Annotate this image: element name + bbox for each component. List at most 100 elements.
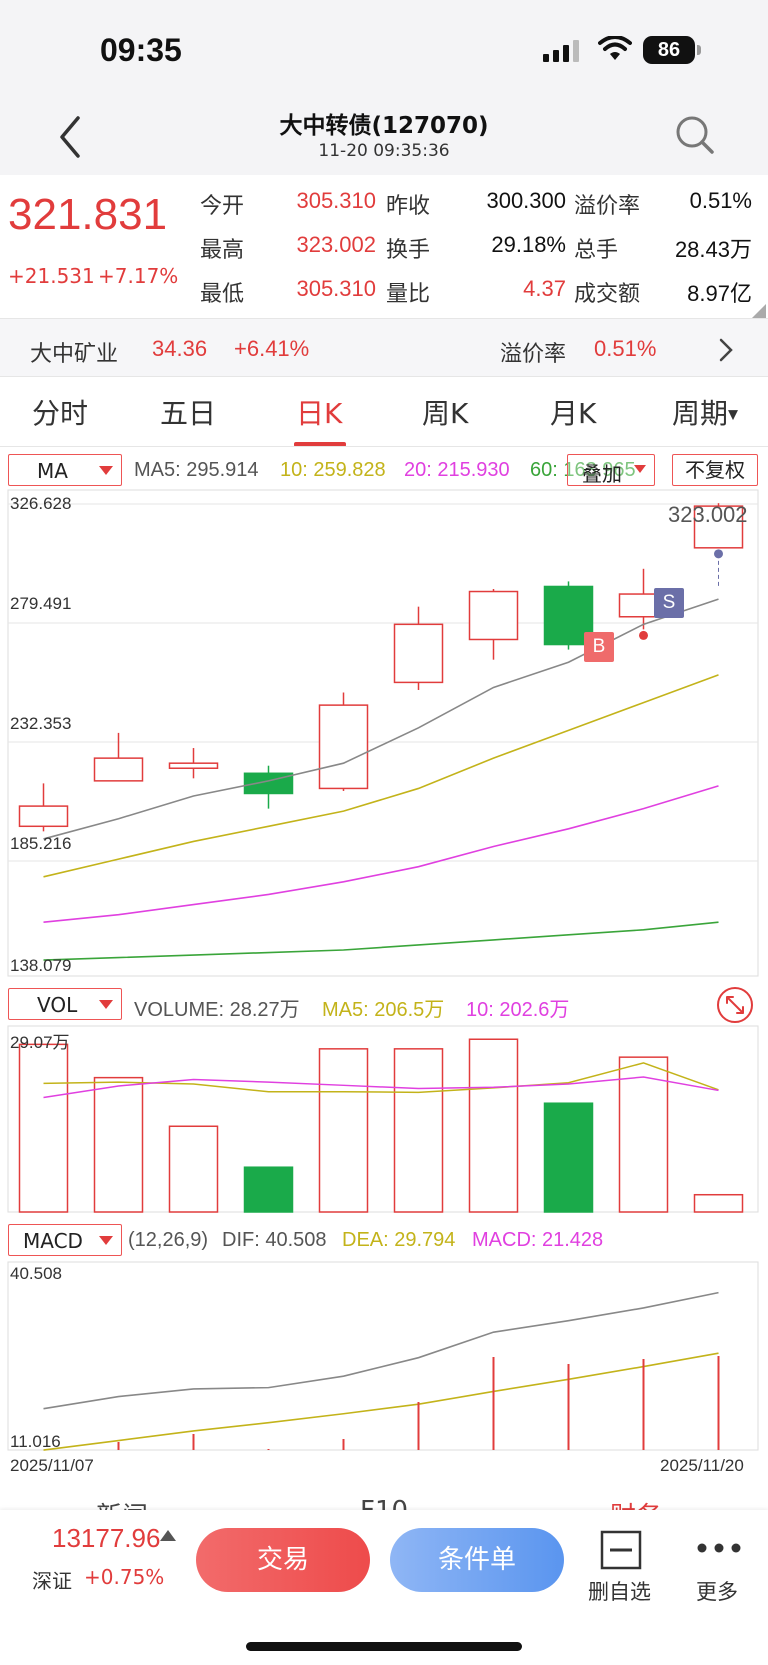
chevron-right-icon[interactable] xyxy=(716,336,736,364)
quote-value: 4.37 xyxy=(523,276,566,301)
index-name: 深证 xyxy=(32,1569,72,1593)
volume-indicator-label: VOL xyxy=(37,993,78,1017)
macd-line-dea xyxy=(43,1352,719,1451)
sell-dot xyxy=(714,549,723,559)
tab-weekly-k[interactable]: 周K xyxy=(422,397,469,430)
more-label[interactable]: 更多 xyxy=(696,1580,738,1604)
home-indicator xyxy=(246,1642,522,1651)
more-dots-icon[interactable] xyxy=(694,1540,744,1556)
underlying-premium-value: 0.51% xyxy=(594,336,657,361)
date-start: 2025/11/07 xyxy=(10,1456,94,1475)
volume-bar xyxy=(693,1193,744,1213)
volume-ma-line xyxy=(43,1062,719,1094)
volume-bar xyxy=(18,1043,69,1213)
quote-value: 28.43万 xyxy=(674,237,752,262)
quote-label: 成交额 xyxy=(574,282,641,307)
buy-marker[interactable]: B xyxy=(584,632,614,662)
status-bar xyxy=(0,0,768,100)
volume-panel-frame xyxy=(7,1025,759,1213)
quote-label: 总手 xyxy=(574,238,619,263)
tab-period[interactable]: 周期▼ xyxy=(672,392,738,432)
remove-watchlist-label[interactable]: 删自选 xyxy=(588,1580,651,1604)
macd-params: (12,26,9) xyxy=(128,1229,209,1251)
candle-body xyxy=(168,762,219,769)
macd-y-top: 40.508 xyxy=(10,1264,62,1283)
expand-corner-icon[interactable] xyxy=(752,304,766,318)
nav-bar xyxy=(0,100,768,175)
volume-bar xyxy=(618,1056,669,1213)
quote-label: 溢价率 xyxy=(574,194,641,219)
fullscreen-icon[interactable] xyxy=(716,986,754,1024)
tab-daily-k[interactable]: 日K xyxy=(296,397,343,430)
price-change: +21.531 xyxy=(8,264,95,288)
tab-monthly-k[interactable]: 月K xyxy=(550,397,597,430)
dropdown-arrow-icon xyxy=(99,466,113,475)
candle-body xyxy=(468,590,519,641)
tab-intraday[interactable]: 分时 xyxy=(32,397,89,430)
index-up-arrow-icon xyxy=(160,1530,176,1541)
overlay-label: 叠加 xyxy=(582,462,622,486)
underlying-price: 34.36 xyxy=(152,336,208,361)
divider xyxy=(0,376,768,377)
ma-line-ma10 xyxy=(43,674,719,878)
ma-line-ma60 xyxy=(43,921,719,961)
quote-value: 8.97亿 xyxy=(687,281,752,306)
ma10-value: 10: 259.828 xyxy=(280,459,386,481)
price-change-pct: +7.17% xyxy=(98,264,179,288)
back-arrow-icon[interactable] xyxy=(52,112,92,162)
condition-order-button[interactable]: 条件单 xyxy=(390,1528,564,1592)
index-change: +0.75% xyxy=(84,1565,165,1589)
volume-bar xyxy=(93,1076,144,1213)
volume-y-top: 29.07万 xyxy=(10,1033,70,1052)
macd-indicator-select[interactable]: MACD xyxy=(8,1224,122,1256)
page-title: 大中转债(127070) xyxy=(279,113,489,139)
main-indicator-select[interactable]: MA xyxy=(8,454,122,486)
underlying-premium-label: 溢价率 xyxy=(500,342,567,367)
tab-period-label: 周期 xyxy=(672,397,729,430)
remove-watchlist-icon[interactable] xyxy=(600,1530,642,1570)
candle-body xyxy=(18,805,69,828)
dropdown-arrow-icon xyxy=(634,465,646,473)
ma20-value: 20: 215.930 xyxy=(404,459,510,481)
adjust-button[interactable]: 不复权 xyxy=(672,454,758,486)
search-icon[interactable] xyxy=(674,114,716,156)
trade-button[interactable]: 交易 xyxy=(196,1528,370,1592)
ma60-value: 60: 163.965 xyxy=(530,459,636,481)
volume-indicator-select[interactable]: VOL xyxy=(8,988,122,1020)
volume-value: VOLUME: 28.27万 xyxy=(134,999,300,1021)
main-indicator-label: MA xyxy=(37,459,68,483)
volume-bar xyxy=(543,1102,594,1213)
index-value[interactable]: 13177.96 xyxy=(52,1523,161,1553)
current-price: 321.831 xyxy=(8,190,168,239)
underlying-name: 大中矿业 xyxy=(30,342,119,367)
y-axis-label: 185.216 xyxy=(10,834,72,853)
sell-marker[interactable]: S xyxy=(654,588,684,618)
macd-line-dif xyxy=(43,1291,719,1410)
candle-body xyxy=(318,704,369,790)
high-annotation: 323.002 xyxy=(668,502,748,527)
dropdown-arrow-icon: ▼ xyxy=(728,407,739,423)
volume-ma5: MA5: 206.5万 xyxy=(322,999,445,1021)
wifi-icon xyxy=(598,36,632,60)
quote-label: 今开 xyxy=(200,194,245,219)
dropdown-arrow-icon xyxy=(99,1000,113,1009)
macd-y-bottom: 11.016 xyxy=(10,1432,61,1451)
macd-dif: DIF: 40.508 xyxy=(222,1229,327,1251)
volume-bar xyxy=(468,1038,519,1213)
tab-five-day[interactable]: 五日 xyxy=(160,397,217,430)
volume-bar xyxy=(243,1166,294,1213)
candle-body xyxy=(93,757,144,782)
ma5-value: MA5: 295.914 xyxy=(134,459,259,481)
charts-canvas[interactable] xyxy=(0,0,768,1480)
quote-value: 300.300 xyxy=(486,188,566,213)
ma-line-ma20 xyxy=(43,785,719,924)
underlying-stock-row[interactable] xyxy=(0,318,768,376)
y-axis-label: 279.491 xyxy=(10,594,72,613)
buy-dot xyxy=(639,630,648,640)
overlay-button[interactable]: 叠加 xyxy=(567,454,655,486)
volume-bar xyxy=(168,1125,219,1213)
page-subtitle: 11-20 09:35:36 xyxy=(318,141,450,161)
quote-label: 换手 xyxy=(386,238,431,263)
candle-body xyxy=(393,623,444,684)
status-time: 09:35 xyxy=(100,32,182,68)
